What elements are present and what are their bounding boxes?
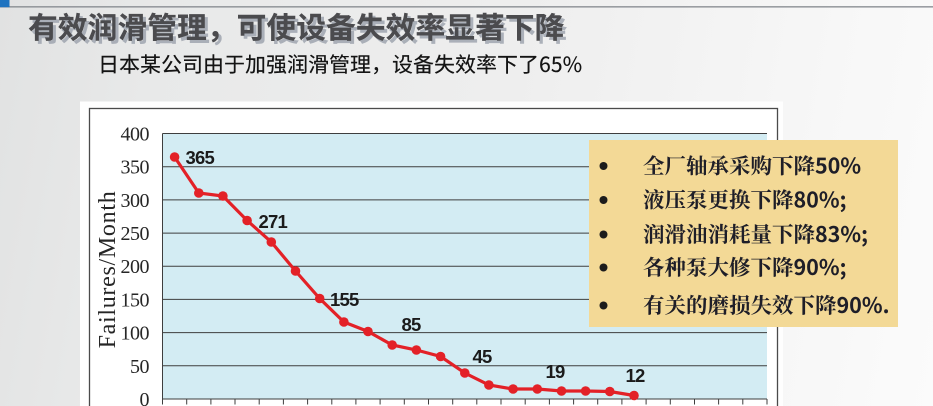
svg-text:250: 250 [121, 223, 150, 245]
svg-text:155: 155 [330, 289, 359, 310]
svg-text:50: 50 [130, 356, 150, 378]
svg-text:19: 19 [546, 361, 565, 382]
svg-text:400: 400 [121, 124, 150, 146]
svg-text:300: 300 [121, 190, 150, 212]
svg-text:365: 365 [186, 147, 215, 168]
svg-text:45: 45 [473, 346, 492, 367]
svg-text:0: 0 [140, 389, 150, 406]
svg-text:271: 271 [259, 211, 288, 232]
svg-text:12: 12 [626, 365, 645, 386]
svg-text:100: 100 [121, 323, 150, 345]
svg-text:150: 150 [121, 289, 150, 311]
svg-text:85: 85 [402, 314, 421, 335]
svg-text:350: 350 [121, 157, 150, 179]
svg-text:Failures/Month: Failures/Month [95, 191, 121, 349]
svg-text:200: 200 [121, 256, 150, 278]
